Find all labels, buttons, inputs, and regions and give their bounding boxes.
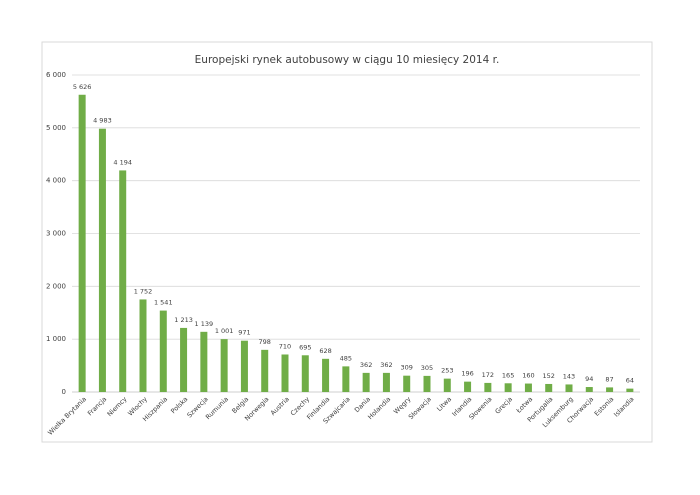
value-label: 798 [259,338,271,346]
bar [504,383,512,392]
y-tick-label: 4 000 [46,177,66,185]
bar [484,382,492,392]
value-label: 485 [340,354,352,362]
bar [565,384,573,392]
y-tick-label: 1 000 [46,335,66,343]
value-label: 64 [626,377,634,385]
bar [220,339,228,392]
bar [524,383,532,392]
bar [606,387,614,392]
value-label: 152 [543,372,555,380]
bar [281,354,289,392]
value-label: 5 626 [73,83,92,91]
value-label: 1 001 [215,327,234,335]
bar [464,381,472,392]
bar [362,372,370,392]
value-label: 1 213 [174,316,193,324]
bar [98,128,106,392]
bar [180,327,188,392]
value-label: 1 541 [154,299,173,307]
value-label: 165 [502,371,514,379]
value-label: 160 [522,372,534,380]
bar [240,340,248,392]
bar [322,358,330,392]
bar [423,375,431,392]
bar [342,366,350,392]
value-label: 362 [380,361,392,369]
chart-title: Europejski rynek autobusowy w ciągu 10 m… [195,54,500,66]
bar [119,170,127,392]
y-tick-label: 2 000 [46,282,66,290]
value-label: 628 [319,347,331,355]
y-tick-label: 5 000 [46,124,66,132]
y-tick-label: 0 [62,388,66,396]
value-label: 710 [279,342,291,350]
value-label: 1 139 [195,320,214,328]
bar [585,387,593,392]
value-label: 362 [360,361,372,369]
bar [139,299,147,392]
value-label: 87 [605,375,613,383]
value-label: 4 194 [113,158,132,166]
value-label: 143 [563,372,575,380]
bar [626,388,634,392]
bar [545,383,553,392]
value-label: 4 983 [93,117,112,125]
value-label: 94 [585,375,593,383]
bar [382,372,390,392]
value-label: 309 [401,364,413,372]
bar [159,310,167,392]
bar [443,378,451,392]
y-tick-label: 3 000 [46,230,66,238]
value-label: 971 [238,329,250,337]
value-label: 196 [461,370,473,378]
bar [78,94,86,392]
value-label: 1 752 [134,287,153,295]
y-tick-label: 6 000 [46,71,66,79]
bar [301,355,309,392]
bar [403,375,411,392]
value-label: 172 [482,371,494,379]
bar [200,331,208,392]
bar [261,349,269,392]
value-label: 305 [421,364,433,372]
value-label: 695 [299,343,311,351]
value-label: 253 [441,367,453,375]
